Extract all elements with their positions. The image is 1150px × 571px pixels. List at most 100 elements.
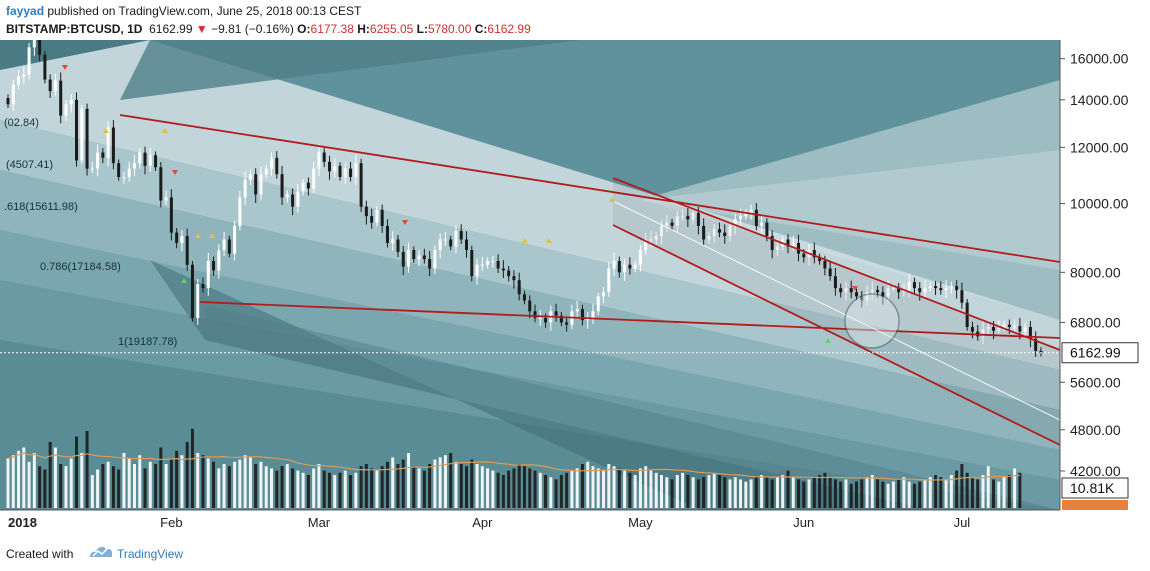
candle-body: [681, 216, 685, 218]
candle-body: [233, 225, 237, 254]
volume-bar: [196, 453, 200, 508]
trendline-upper[interactable]: [119, 114, 1060, 263]
candle-body: [923, 288, 927, 293]
candle-body: [317, 152, 321, 169]
candle-body: [138, 152, 142, 164]
candle-body: [285, 194, 289, 198]
candle-body: [712, 229, 716, 237]
candle-body: [59, 80, 63, 116]
candle-body: [628, 264, 632, 269]
candle-body: [43, 54, 47, 80]
channel-top[interactable]: [612, 177, 1060, 351]
candle-body: [75, 99, 79, 161]
volume-ma: [7, 452, 1020, 481]
volume-bar: [591, 466, 595, 508]
volume-bar: [902, 477, 906, 508]
candle-body: [580, 309, 584, 321]
volume-bar: [375, 470, 379, 508]
volume-bar: [865, 477, 869, 508]
candle-body: [17, 76, 21, 85]
volume-bar: [401, 459, 405, 508]
time-tick-label: May: [628, 515, 653, 530]
high-value: 6255.05: [369, 22, 414, 36]
candle-body: [517, 280, 521, 295]
volume-bar: [986, 466, 990, 508]
volume-bar: [733, 477, 737, 508]
volume-bar: [976, 479, 980, 508]
candle-body: [686, 216, 690, 220]
candle-body: [528, 300, 532, 312]
time-ticks: 2018 Feb Mar Apr May Jun Jul: [8, 515, 970, 530]
volume-bar: [786, 470, 790, 508]
candle-body: [739, 216, 743, 220]
candle-body: [765, 222, 769, 237]
candle-body: [486, 260, 490, 265]
volume-bar: [75, 436, 79, 508]
candle-body: [791, 242, 795, 247]
created-with-label: Created with: [6, 547, 74, 561]
volume-bar: [638, 468, 642, 508]
volume-bar: [517, 464, 521, 508]
volume-bar: [459, 464, 463, 508]
trendline-lower[interactable]: [199, 301, 1060, 339]
candle-body: [818, 257, 822, 261]
volume-bar: [876, 479, 880, 508]
volume-bar: [454, 461, 458, 508]
volume-bar: [617, 468, 621, 508]
volume-bar: [686, 475, 690, 508]
candle-body: [986, 326, 990, 330]
volume-bar: [233, 461, 237, 508]
volume-bar: [628, 472, 632, 508]
tradingview-logo-icon[interactable]: [88, 543, 114, 559]
channel-bottom[interactable]: [612, 224, 1060, 446]
candle-body: [554, 311, 558, 316]
candle-body: [206, 260, 210, 289]
candle-body: [644, 239, 648, 251]
volume-bar: [849, 483, 853, 508]
price-tick-label: 12000.00: [1070, 139, 1129, 155]
candle-body: [64, 104, 68, 116]
candle-body: [812, 250, 816, 258]
volume-bar: [596, 468, 600, 508]
low-value: 5780.00: [427, 22, 472, 36]
time-axis[interactable]: [0, 510, 1150, 535]
candle-body: [32, 40, 36, 48]
channel-mid: [612, 200, 1060, 421]
fib-fan-dark-corner: [0, 40, 150, 70]
candle-body: [997, 327, 1001, 331]
volume-bar: [781, 475, 785, 508]
volume-bar: [180, 455, 184, 508]
price-chart[interactable]: (02.84) (4507.41) .618(15611.98) 0.786(1718…: [0, 40, 1150, 535]
candle-body: [333, 165, 337, 172]
candle-body: [865, 292, 869, 301]
author-link[interactable]: fayyad: [6, 4, 45, 18]
volume-bar: [285, 464, 289, 508]
fib-fan-dark-top: [120, 40, 580, 100]
signal-marker: [162, 128, 168, 133]
volume-bar: [644, 466, 648, 508]
symbol-label[interactable]: BITSTAMP:BTCUSD, 1D: [6, 22, 143, 36]
highlight-circle[interactable]: [844, 293, 900, 349]
volume-bar: [248, 457, 252, 508]
volume-bar: [702, 477, 706, 508]
candle-body: [939, 288, 943, 291]
tradingview-brand-link[interactable]: TradingView: [117, 547, 184, 561]
volume-bar: [391, 457, 395, 508]
candle-body: [949, 286, 953, 289]
volume-bar: [11, 455, 15, 508]
last-price-value: 6162.99: [149, 22, 193, 36]
volume-bar: [254, 464, 258, 508]
volume-bar: [559, 475, 563, 508]
price-axis[interactable]: [1060, 40, 1150, 510]
candle-body: [412, 250, 416, 260]
candle-body: [85, 108, 89, 169]
candle-body: [960, 290, 964, 303]
low-label: L:: [416, 22, 428, 36]
candle-body: [407, 250, 411, 267]
candle-body: [280, 174, 284, 198]
candle-body: [675, 216, 679, 226]
volume-bar: [370, 468, 374, 508]
volume-bar: [53, 447, 57, 508]
ohlc-legend: BITSTAMP:BTCUSD, 1D 6162.99 ▼ −9.81 (−0.…: [6, 22, 531, 36]
candle-body: [154, 155, 158, 168]
